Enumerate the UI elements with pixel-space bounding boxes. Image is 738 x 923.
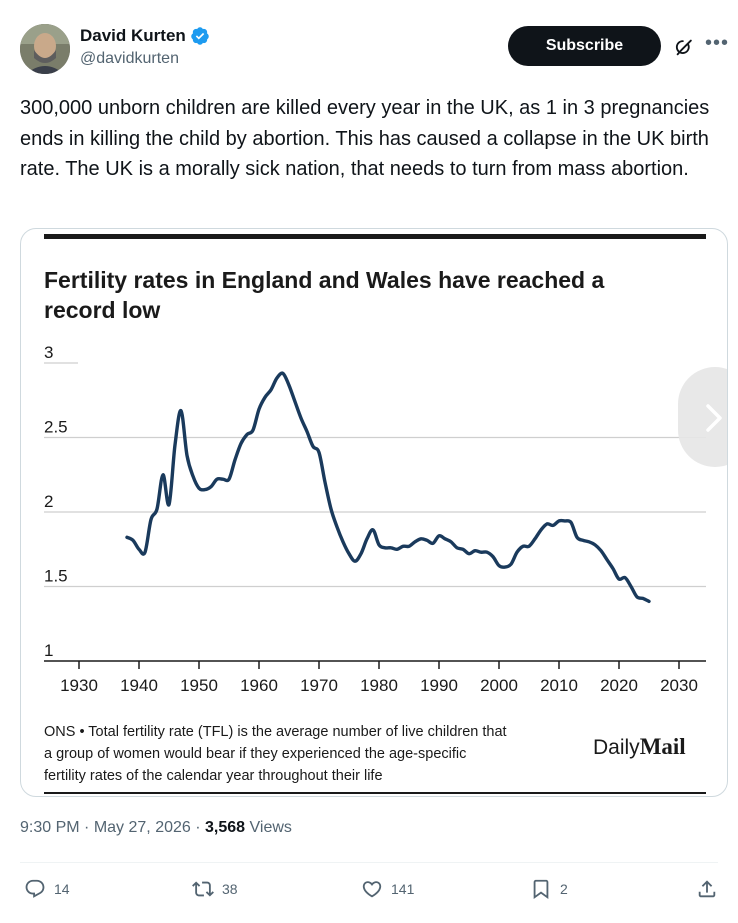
more-icon[interactable]: •••	[705, 32, 730, 54]
divider	[20, 862, 718, 863]
tweet-meta: 9:30 PM · May 27, 2026 · 3,568 Views	[20, 819, 292, 837]
y-tick-label: 2.5	[44, 418, 68, 437]
x-tick-label: 1940	[120, 676, 158, 695]
daily-mail-logo: DailyMail	[593, 734, 686, 759]
x-tick-label: 1970	[300, 676, 338, 695]
avatar[interactable]	[20, 24, 70, 74]
fertility-chart: Fertility rates in England and Wales hav…	[44, 234, 706, 794]
repost-button[interactable]: 38	[192, 878, 238, 900]
daily-mail-logo-mail: Mail	[640, 734, 686, 759]
bookmark-count: 2	[560, 881, 568, 897]
action-bar: 14 38 141 2	[20, 878, 720, 908]
user-info: David Kurten @davidkurten	[80, 26, 210, 68]
reply-button[interactable]: 14	[24, 878, 70, 900]
chart-title-line-2: record low	[44, 297, 160, 323]
chart-top-rule	[44, 234, 706, 239]
media-card[interactable]: Fertility rates in England and Wales hav…	[20, 228, 728, 797]
grok-icon[interactable]	[673, 36, 695, 58]
x-tick-label: 1930	[60, 676, 98, 695]
views-label: Views	[249, 819, 292, 836]
x-tick-label: 2000	[480, 676, 518, 695]
display-name[interactable]: David Kurten	[80, 26, 186, 45]
x-tick-label: 1960	[240, 676, 278, 695]
like-button[interactable]: 141	[361, 878, 414, 900]
y-tick-label: 3	[44, 343, 53, 362]
x-tick-label: 1950	[180, 676, 218, 695]
y-tick-label: 1.5	[44, 567, 68, 586]
bookmark-icon	[533, 879, 549, 900]
x-tick-label: 1980	[360, 676, 398, 695]
chart-x-axis: 1930 1940 1950 1960 1970 1980 1990 2000 2010 2020…	[60, 661, 698, 695]
views-count: 3,568	[205, 819, 246, 836]
footnote-line-2: a group of women would bear if they expe…	[44, 746, 466, 762]
heart-icon	[362, 881, 382, 898]
share-button[interactable]	[696, 878, 726, 900]
tweet-time[interactable]: 9:30 PM	[20, 819, 80, 836]
chart-grid: 3 2.5 2 1.5 1	[44, 343, 706, 662]
series-line	[125, 371, 651, 604]
y-tick-label: 2	[44, 492, 53, 511]
repost-count: 38	[222, 881, 238, 897]
daily-mail-logo-daily: Daily	[593, 736, 640, 759]
x-tick-label: 2020	[600, 676, 638, 695]
reply-icon	[25, 879, 45, 898]
x-tick-label: 1990	[420, 676, 458, 695]
chart-bottom-rule	[44, 792, 706, 794]
x-tick-label: 2010	[540, 676, 578, 695]
repost-icon	[192, 881, 214, 897]
x-tick-label: 2030	[660, 676, 698, 695]
user-handle[interactable]: @davidkurten	[80, 50, 179, 67]
footnote-line-1: ONS • Total fertility rate (TFL) is the …	[44, 724, 507, 740]
footnote-line-3: fertility rates of the calendar year thr…	[44, 768, 383, 784]
tweet-text: 300,000 unborn children are killed every…	[20, 97, 710, 180]
y-tick-label: 1	[44, 641, 53, 660]
bookmark-button[interactable]: 2	[530, 878, 568, 900]
chevron-right-icon[interactable]	[701, 404, 727, 432]
chart-title-line-1: Fertility rates in England and Wales hav…	[44, 267, 604, 293]
like-count: 141	[391, 881, 415, 897]
share-icon	[698, 880, 716, 898]
meta-separator: ·	[195, 819, 201, 836]
tweet-date[interactable]: May 27, 2026	[93, 819, 191, 836]
verified-badge-icon	[191, 27, 209, 45]
meta-separator: ·	[84, 819, 90, 836]
reply-count: 14	[54, 881, 70, 897]
subscribe-button[interactable]: Subscribe	[508, 26, 661, 66]
tweet-header: David Kurten @davidkurten Subscribe •••	[20, 22, 728, 78]
